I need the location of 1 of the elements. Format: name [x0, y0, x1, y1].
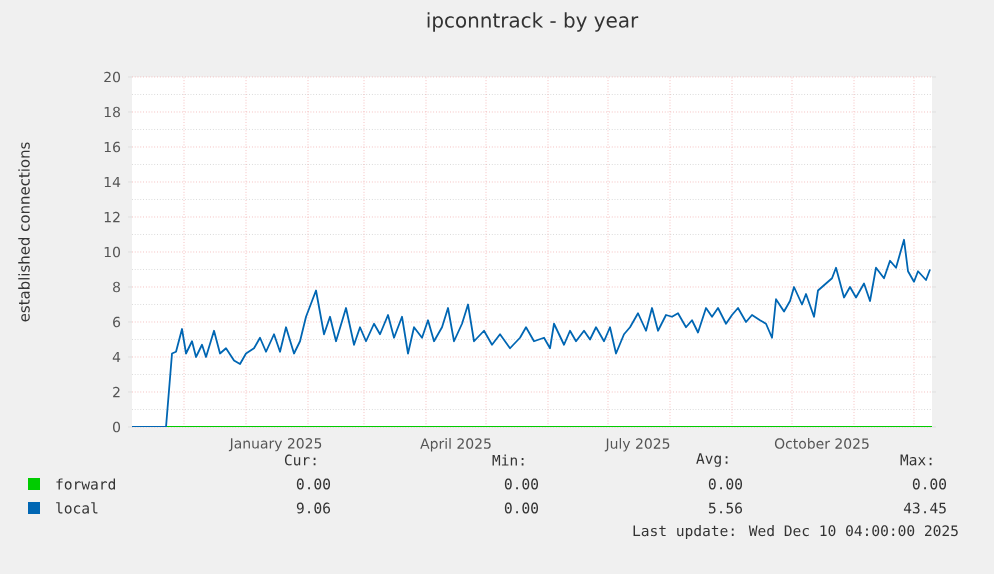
chart-title: ipconntrack - by year: [427, 12, 639, 32]
